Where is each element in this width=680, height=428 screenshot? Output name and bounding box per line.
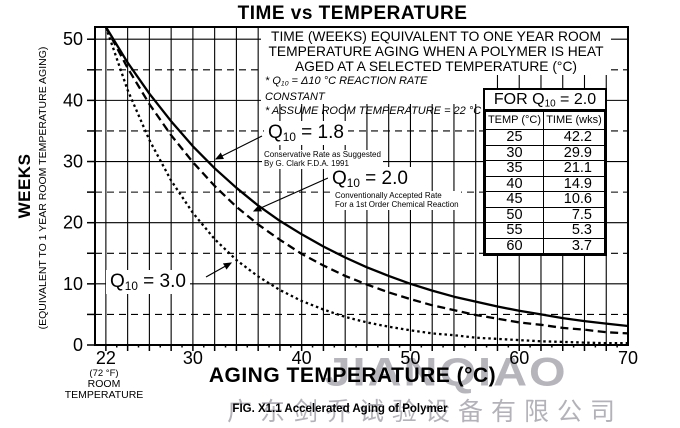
time-cell: 5.3 — [543, 222, 605, 239]
time-cell: 29.9 — [543, 144, 605, 161]
y-tick-label: 20 — [63, 213, 83, 233]
chart-title: TIME vs TEMPERATURE — [237, 3, 468, 24]
room-temperature-note: (72 °F) ROOM TEMPERATURE — [64, 368, 144, 401]
x-axis-title: AGING TEMPERATURE (°C) — [208, 364, 497, 387]
description-line: AGED AT A SELECTED TEMPERATURE (°C) — [294, 59, 578, 75]
description-box: TIME (WEEKS) EQUIVALENT TO ONE YEAR ROOM… — [261, 28, 611, 75]
q10-table-body: 25 42.2 30 29.9 35 21.1 40 14.9 45 10.6 50 7.5 55 5.3… — [485, 129, 605, 254]
y-tick-label: 10 — [63, 274, 83, 294]
temp-cell: 25 — [485, 129, 544, 146]
description-line: TEMPERATURE AGING WHEN A POLYMER IS HEAT — [268, 44, 604, 60]
x-tick-label: 50 — [400, 348, 420, 368]
temp-cell: 45 — [485, 191, 544, 208]
column-header-time: TIME (wks) — [543, 111, 605, 130]
plot-border — [94, 26, 629, 346]
note-reaction-rate: * Q10 = Δ10 °C REACTION RATE CONSTANT — [265, 75, 428, 104]
assumption-notes: * Q10 = Δ10 °C REACTION RATE CONSTANT * … — [261, 75, 485, 117]
table-row: 30 29.9 — [485, 144, 605, 161]
temp-cell: 30 — [485, 144, 544, 161]
figure-caption: FIG. X1.1 Accelerated Aging of Polymer — [232, 403, 448, 415]
arrow-q18 — [214, 135, 263, 160]
temp-cell: 55 — [485, 222, 544, 239]
x-tick-label: 30 — [183, 348, 203, 368]
curve-note-q18: Conservative Rate as Suggested By G. Cla… — [262, 150, 383, 169]
q10-table: FOR Q10 = 2.0 TEMP (°C) TIME (wks) 25 42.… — [483, 88, 607, 256]
temp-cell: 60 — [485, 237, 544, 254]
x-tick-label: 70 — [618, 348, 638, 368]
time-cell: 7.5 — [543, 206, 605, 223]
temp-cell: 50 — [485, 206, 544, 223]
curve-note-q20: Conventionally Accepted Rate For a 1st O… — [333, 191, 461, 210]
table-row: 60 3.7 — [485, 237, 605, 254]
column-header-temp: TEMP (°C) — [485, 111, 544, 130]
temp-cell: 35 — [485, 160, 544, 177]
x-tick-label: 60 — [509, 348, 529, 368]
q10-table-title: FOR Q10 = 2.0 — [485, 90, 605, 111]
y-tick-label: 50 — [63, 29, 83, 49]
curve-solid — [104, 26, 629, 328]
arrow-q20 — [252, 177, 329, 212]
table-header-row: TEMP (°C) TIME (wks) — [485, 111, 605, 130]
table-row: 55 5.3 — [485, 222, 605, 239]
temp-cell: 40 — [485, 175, 544, 192]
time-cell: 21.1 — [543, 160, 605, 177]
curve-label-q20: Q10 = 2.0 — [328, 167, 412, 191]
time-cell: 10.6 — [543, 191, 605, 208]
x-tick-label: 40 — [292, 348, 312, 368]
arrow-q30 — [205, 262, 233, 278]
table-row: 50 7.5 — [485, 206, 605, 223]
table-row: 40 14.9 — [485, 175, 605, 192]
curve-label-q18: Q10 = 1.8 — [264, 121, 348, 145]
note-room-temperature: * ASSUME ROOM TEMPERATURE = 22 °C — [265, 104, 482, 117]
y-tick-label: 0 — [73, 335, 83, 355]
description-line: TIME (WEEKS) EQUIVALENT TO ONE YEAR ROOM — [271, 29, 601, 44]
table-row: 45 10.6 — [485, 191, 605, 208]
y-tick-label: 40 — [63, 90, 83, 110]
y-tick-label: 30 — [63, 152, 83, 172]
table-row: 25 42.2 — [485, 129, 605, 146]
time-cell: 14.9 — [543, 175, 605, 192]
time-cell: 42.2 — [543, 129, 605, 146]
x-tick-label: 22 — [96, 348, 116, 368]
time-cell: 3.7 — [543, 237, 605, 254]
table-row: 35 21.1 — [485, 160, 605, 177]
curve-dashed — [104, 26, 629, 335]
curve-label-q30: Q10 = 3.0 — [106, 270, 190, 294]
